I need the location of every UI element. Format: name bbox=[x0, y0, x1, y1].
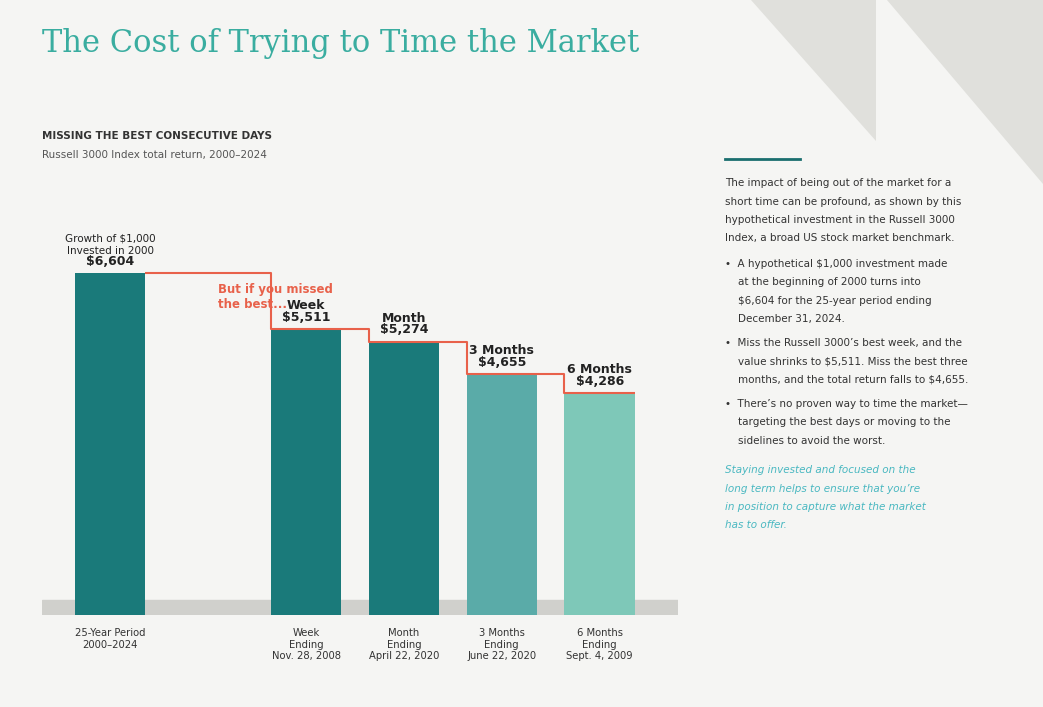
Text: •  Miss the Russell 3000’s best week, and the: • Miss the Russell 3000’s best week, and… bbox=[725, 338, 962, 348]
Text: MISSING THE BEST CONSECUTIVE DAYS: MISSING THE BEST CONSECUTIVE DAYS bbox=[42, 131, 272, 141]
Text: •  There’s no proven way to time the market—: • There’s no proven way to time the mark… bbox=[725, 399, 968, 409]
Text: $6,604: $6,604 bbox=[87, 255, 135, 267]
Bar bbox=[42, 600, 678, 615]
Text: Staying invested and focused on the: Staying invested and focused on the bbox=[725, 465, 916, 475]
Text: The impact of being out of the market for a: The impact of being out of the market fo… bbox=[725, 178, 951, 188]
Text: short time can be profound, as shown by this: short time can be profound, as shown by … bbox=[725, 197, 962, 206]
Text: Russell 3000 Index total return, 2000–2024: Russell 3000 Index total return, 2000–20… bbox=[42, 150, 267, 160]
Text: $4,286: $4,286 bbox=[576, 375, 624, 387]
Text: But if you missed
the best...: But if you missed the best... bbox=[218, 284, 333, 311]
Bar bbox=[75, 273, 145, 615]
Text: 6 Months: 6 Months bbox=[567, 363, 632, 375]
Text: Index, a broad US stock market benchmark.: Index, a broad US stock market benchmark… bbox=[725, 233, 954, 243]
Text: at the beginning of 2000 turns into: at the beginning of 2000 turns into bbox=[725, 277, 921, 287]
Bar bbox=[466, 374, 537, 615]
Bar bbox=[368, 341, 439, 615]
Text: $4,655: $4,655 bbox=[478, 356, 526, 368]
Text: Growth of $1,000
Invested in 2000: Growth of $1,000 Invested in 2000 bbox=[65, 234, 155, 256]
Text: has to offer.: has to offer. bbox=[725, 520, 786, 530]
Polygon shape bbox=[887, 0, 1043, 184]
Text: •  A hypothetical $1,000 investment made: • A hypothetical $1,000 investment made bbox=[725, 259, 947, 269]
Text: $5,274: $5,274 bbox=[380, 324, 428, 337]
Text: long term helps to ensure that you’re: long term helps to ensure that you’re bbox=[725, 484, 920, 493]
Text: Month: Month bbox=[382, 312, 427, 325]
Text: The Cost of Trying to Time the Market: The Cost of Trying to Time the Market bbox=[42, 28, 639, 59]
Text: 3 Months: 3 Months bbox=[469, 344, 534, 356]
Text: months, and the total return falls to $4,655.: months, and the total return falls to $4… bbox=[725, 375, 968, 385]
Text: $6,604 for the 25-year period ending: $6,604 for the 25-year period ending bbox=[725, 296, 931, 305]
Text: sidelines to avoid the worst.: sidelines to avoid the worst. bbox=[725, 436, 886, 445]
Text: in position to capture what the market: in position to capture what the market bbox=[725, 502, 926, 512]
Text: hypothetical investment in the Russell 3000: hypothetical investment in the Russell 3… bbox=[725, 215, 954, 225]
Bar bbox=[271, 329, 341, 615]
Text: targeting the best days or moving to the: targeting the best days or moving to the bbox=[725, 417, 950, 427]
Text: Week: Week bbox=[287, 299, 325, 312]
Polygon shape bbox=[751, 0, 876, 141]
Text: value shrinks to $5,511. Miss the best three: value shrinks to $5,511. Miss the best t… bbox=[725, 356, 968, 366]
Text: $5,511: $5,511 bbox=[282, 311, 331, 325]
Text: December 31, 2024.: December 31, 2024. bbox=[725, 314, 845, 324]
Bar bbox=[564, 393, 635, 615]
